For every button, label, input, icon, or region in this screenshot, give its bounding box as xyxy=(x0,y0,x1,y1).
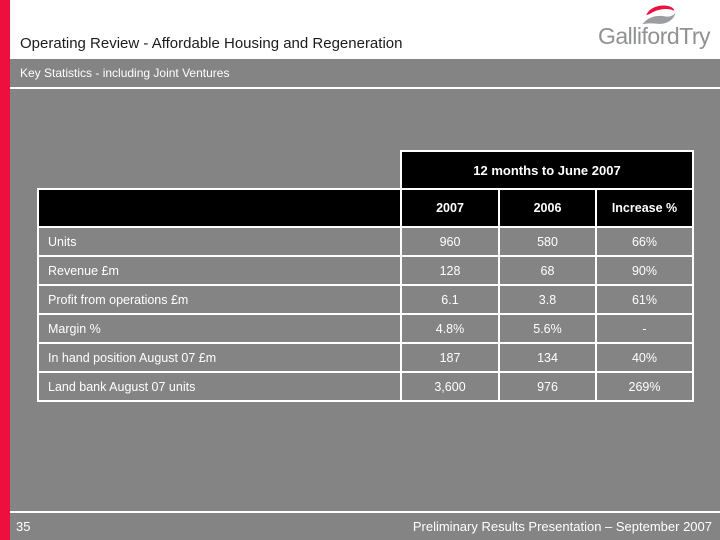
row-label: Units xyxy=(39,228,400,255)
logo-wordmark: GallifordTry xyxy=(598,23,711,49)
cell-value: 128 xyxy=(402,257,498,284)
cell-value: 580 xyxy=(500,228,595,255)
row-label: Profit from operations £m xyxy=(39,286,400,313)
slide-title: Operating Review - Affordable Housing an… xyxy=(20,35,403,52)
key-statistics-table: 2007 2006 Increase % Units 960 580 66% R… xyxy=(37,188,694,402)
cell-value: 269% xyxy=(597,373,692,400)
cell-value: 3,600 xyxy=(402,373,498,400)
galliford-try-logo: GallifordTry xyxy=(598,4,711,49)
slide-subtitle: Key Statistics - including Joint Venture… xyxy=(20,66,230,80)
cell-value: 4.8% xyxy=(402,315,498,342)
cell-value: 68 xyxy=(500,257,595,284)
column-header-2006: 2006 xyxy=(500,190,595,226)
row-label: Revenue £m xyxy=(39,257,400,284)
page-number: 35 xyxy=(16,519,31,534)
cell-value: 90% xyxy=(597,257,692,284)
column-header-increase: Increase % xyxy=(597,190,692,226)
cell-value: - xyxy=(597,315,692,342)
row-label: Land bank August 07 units xyxy=(39,373,400,400)
cell-value: 40% xyxy=(597,344,692,371)
cell-value: 960 xyxy=(402,228,498,255)
cell-value: 6.1 xyxy=(402,286,498,313)
row-label: In hand position August 07 £m xyxy=(39,344,400,371)
footer-divider xyxy=(10,511,720,513)
cell-value: 66% xyxy=(597,228,692,255)
cell-value: 134 xyxy=(500,344,595,371)
table-spanning-header: 12 months to June 2007 xyxy=(400,150,694,188)
cell-value: 5.6% xyxy=(500,315,595,342)
cell-value: 976 xyxy=(500,373,595,400)
slide-header: Operating Review - Affordable Housing an… xyxy=(10,0,720,59)
cell-value: 187 xyxy=(402,344,498,371)
subtitle-band: Key Statistics - including Joint Venture… xyxy=(10,59,720,89)
column-header-2007: 2007 xyxy=(402,190,498,226)
leaf-swoosh-icon xyxy=(642,5,676,25)
footer-text: Preliminary Results Presentation – Septe… xyxy=(412,519,712,534)
left-accent-bar xyxy=(0,0,10,540)
corner-header-cell xyxy=(39,190,400,226)
cell-value: 3.8 xyxy=(500,286,595,313)
cell-value: 61% xyxy=(597,286,692,313)
row-label: Margin % xyxy=(39,315,400,342)
